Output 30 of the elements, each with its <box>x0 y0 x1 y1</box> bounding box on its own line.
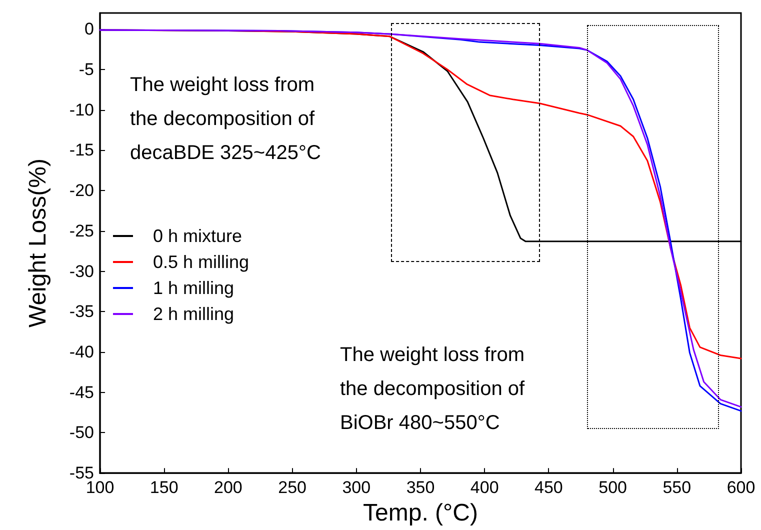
y-tick-label: -40 <box>69 342 94 362</box>
annotation: The weight loss from the decomposition of BiOBr 480~550°C <box>340 344 526 434</box>
y-tick-label: -10 <box>69 100 94 120</box>
annotation: The weight loss from the decomposition of decaBDE 325~425°C <box>130 74 321 164</box>
legend-label: 0.5 h milling <box>153 252 250 272</box>
x-tick-label: 100 <box>86 478 114 498</box>
y-tick-label: -50 <box>69 423 94 442</box>
y-tick-label: 0 <box>84 20 94 39</box>
x-tick-label: 400 <box>470 478 499 498</box>
y-axis-title: Weight Loss(%) <box>24 158 52 328</box>
x-tick-label: 350 <box>406 478 435 498</box>
y-tick-label: -5 <box>78 60 94 80</box>
y-tick-label: -25 <box>69 221 94 240</box>
x-tick-label: 450 <box>534 478 563 498</box>
y-tick-label: -15 <box>69 140 94 160</box>
y-tick-label: -35 <box>69 302 94 322</box>
y-tick-label: -45 <box>69 382 94 402</box>
legend-label: 1 h milling <box>153 278 234 298</box>
x-tick-label: 300 <box>342 478 371 498</box>
x-tick-label: 600 <box>726 478 756 498</box>
y-tick-label: -30 <box>69 262 94 281</box>
legend-label: 0 h mixture <box>153 226 242 246</box>
x-tick-label: 550 <box>662 478 692 498</box>
y-tick-label: -20 <box>69 181 94 200</box>
x-tick-label: 200 <box>214 478 242 498</box>
legend-label: 2 h milling <box>153 304 234 324</box>
x-tick-label: 150 <box>150 478 178 498</box>
x-tick-label: 500 <box>598 478 627 498</box>
x-axis-title: Temp. (°C) <box>363 500 478 526</box>
x-tick-label: 250 <box>278 478 306 498</box>
